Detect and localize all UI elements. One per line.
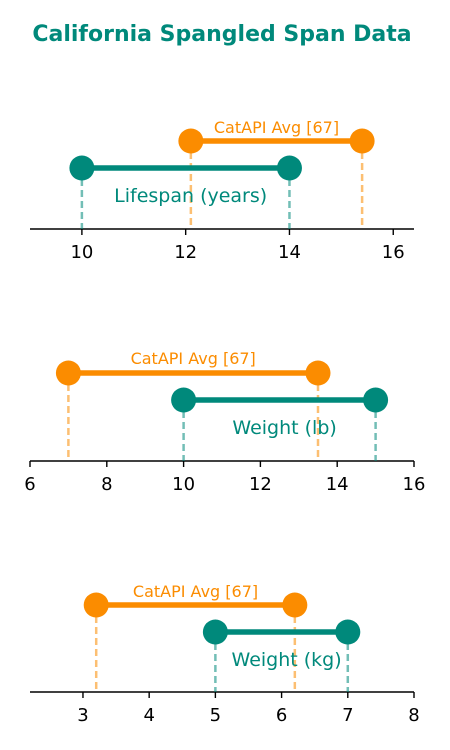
x-tick-label: 16 <box>403 474 426 495</box>
x-tick-label: 10 <box>172 474 195 495</box>
x-tick-label: 12 <box>174 242 197 263</box>
x-tick-label: 16 <box>382 242 405 263</box>
x-tick-label: 7 <box>342 705 353 726</box>
x-tick-label: 8 <box>101 474 112 495</box>
breed-span-label: Weight (kg) <box>232 649 342 671</box>
breed-min-marker <box>69 155 95 181</box>
reference-max-marker <box>349 128 375 154</box>
breed-span-label: Weight (lb) <box>232 417 336 439</box>
reference-min-marker <box>83 592 109 618</box>
breed-max-marker <box>276 155 302 181</box>
x-tick-label: 3 <box>77 705 88 726</box>
reference-min-marker <box>178 128 204 154</box>
reference-span-label: CatAPI Avg [67] <box>131 349 256 368</box>
x-tick-label: 6 <box>276 705 287 726</box>
breed-min-marker <box>171 387 197 413</box>
x-tick-label: 6 <box>24 474 35 495</box>
x-tick-label: 5 <box>210 705 221 726</box>
x-tick-label: 4 <box>143 705 154 726</box>
breed-max-marker <box>335 619 361 645</box>
x-tick-label: 14 <box>278 242 301 263</box>
breed-span-label: Lifespan (years) <box>114 185 267 207</box>
x-tick-label: 12 <box>249 474 272 495</box>
reference-max-marker <box>305 360 331 386</box>
reference-min-marker <box>55 360 81 386</box>
x-tick-label: 8 <box>408 705 419 726</box>
breed-min-marker <box>202 619 228 645</box>
chart-title: California Spangled Span Data <box>32 22 411 47</box>
x-tick-label: 10 <box>70 242 93 263</box>
reference-max-marker <box>282 592 308 618</box>
reference-span-label: CatAPI Avg [67] <box>214 118 339 137</box>
x-tick-label: 14 <box>326 474 349 495</box>
breed-max-marker <box>363 387 389 413</box>
reference-span-label: CatAPI Avg [67] <box>133 582 258 601</box>
